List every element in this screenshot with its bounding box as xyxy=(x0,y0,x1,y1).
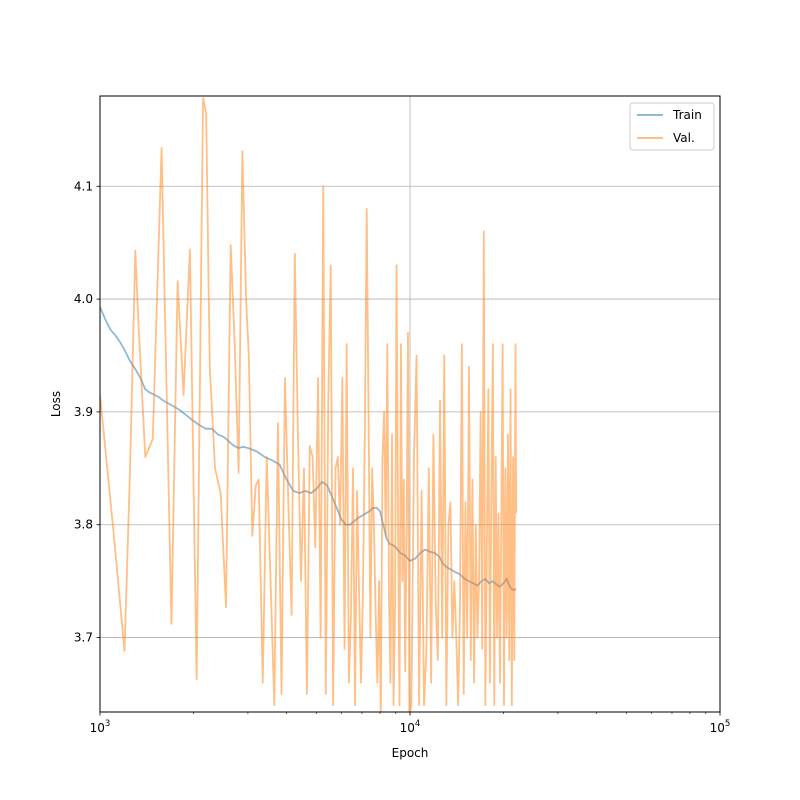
y-tick-label: 3.9 xyxy=(74,405,93,419)
legend-label-train: Train xyxy=(672,108,702,122)
y-tick-label: 3.8 xyxy=(74,518,93,532)
x-tick-label: 105 xyxy=(710,719,731,735)
y-tick-label: 3.7 xyxy=(74,631,93,645)
legend-label-val: Val. xyxy=(673,131,695,145)
y-tick-label: 4.0 xyxy=(74,292,93,306)
legend: Train Val. xyxy=(629,102,715,151)
x-tick-label: 104 xyxy=(400,719,421,735)
y-tick-label: 4.1 xyxy=(74,179,93,193)
x-axis-label: Epoch xyxy=(392,746,429,760)
y-axis-label: Loss xyxy=(49,391,63,417)
series-line-val xyxy=(100,97,518,712)
series-lines xyxy=(100,97,518,712)
axis-ticks: 3.7 3.8 3.9 4.0 4.1 103 104 105 xyxy=(74,179,730,735)
x-tick-label: 103 xyxy=(90,719,111,735)
